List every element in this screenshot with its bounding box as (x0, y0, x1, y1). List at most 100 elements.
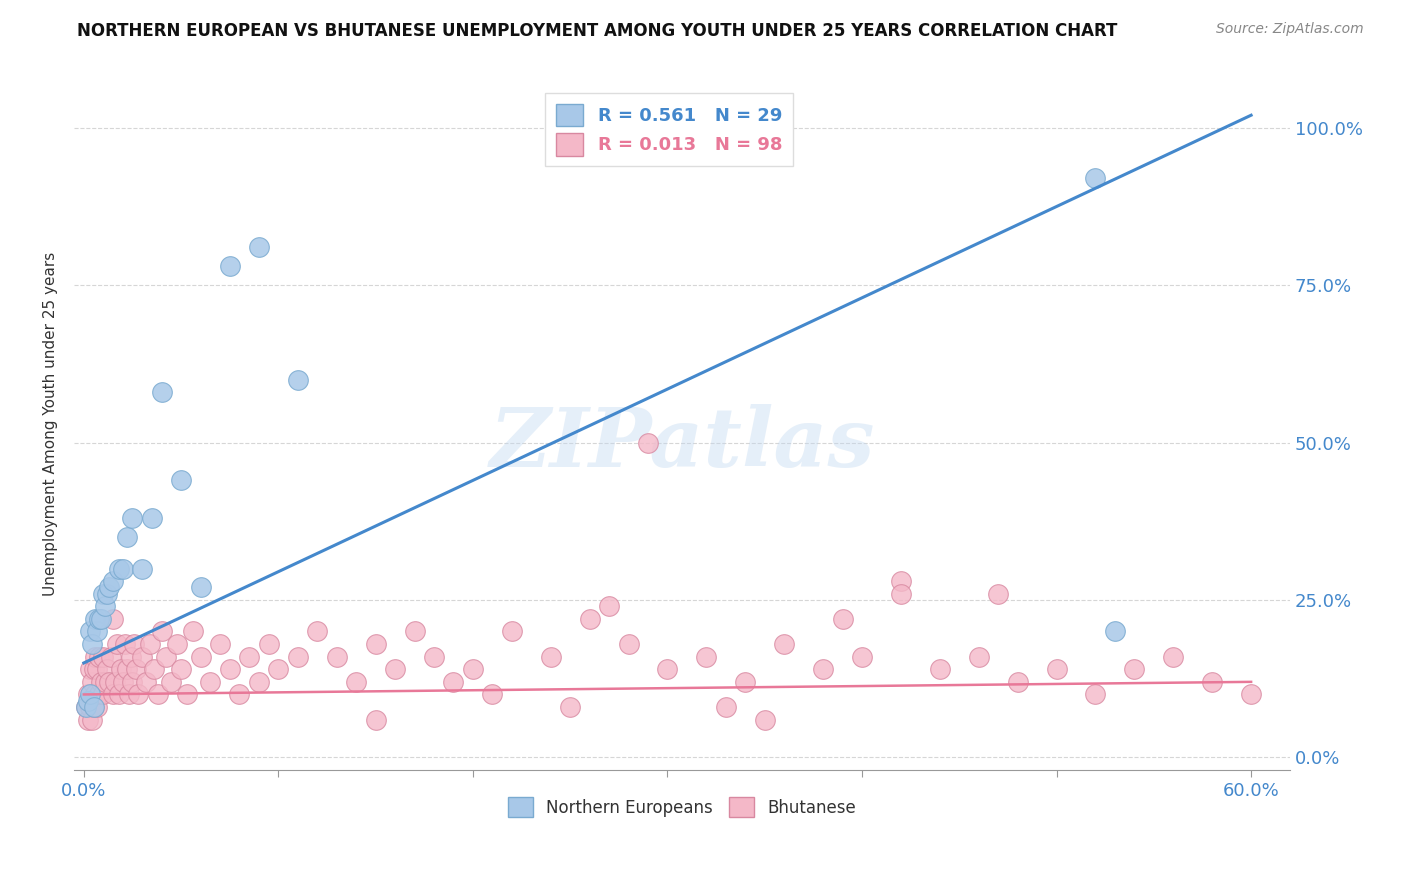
Point (89, 688, 111, 702)
Point (208, 637, 231, 651)
Point (1123, 662, 1146, 676)
Point (811, 662, 834, 676)
Point (94, 674, 117, 689)
Point (89, 649, 111, 664)
Point (84, 688, 107, 702)
Point (1007, 674, 1029, 689)
Point (404, 624, 426, 639)
Point (76, 713, 98, 727)
Point (79, 688, 101, 702)
Point (142, 662, 165, 676)
Point (83, 700, 105, 714)
Point (384, 662, 406, 676)
Point (96, 662, 118, 676)
Point (91, 587, 114, 601)
Point (247, 240, 270, 254)
Point (1161, 649, 1184, 664)
Point (967, 649, 990, 664)
Point (98, 581, 121, 595)
Point (89, 612, 111, 626)
Point (84, 612, 107, 626)
Point (83, 662, 105, 676)
Text: Source: ZipAtlas.com: Source: ZipAtlas.com (1216, 22, 1364, 37)
Point (86, 662, 108, 676)
Point (238, 649, 260, 664)
Point (617, 637, 640, 651)
Point (110, 662, 132, 676)
Point (364, 637, 387, 651)
Point (101, 574, 124, 588)
Point (124, 637, 146, 651)
Point (1084, 688, 1107, 702)
Legend: Northern Europeans, Bhutanese: Northern Europeans, Bhutanese (501, 790, 863, 824)
Point (257, 637, 280, 651)
Point (287, 373, 309, 387)
Text: NORTHERN EUROPEAN VS BHUTANESE UNEMPLOYMENT AMONG YOUTH UNDER 25 YEARS CORRELATI: NORTHERN EUROPEAN VS BHUTANESE UNEMPLOYM… (77, 22, 1118, 40)
Point (190, 581, 212, 595)
Point (200, 674, 222, 689)
Point (80, 674, 103, 689)
Point (1240, 688, 1263, 702)
Point (190, 649, 212, 664)
Point (139, 637, 162, 651)
Point (86, 624, 108, 639)
Point (1045, 662, 1067, 676)
Point (121, 674, 143, 689)
Point (108, 688, 131, 702)
Point (86, 700, 108, 714)
Point (131, 561, 153, 575)
Point (695, 649, 717, 664)
Point (91, 688, 114, 702)
Point (170, 474, 193, 488)
Point (80, 713, 103, 727)
Point (176, 688, 198, 702)
Point (115, 530, 138, 544)
Point (155, 649, 177, 664)
Point (344, 674, 367, 689)
Point (307, 624, 329, 639)
Point (91, 649, 114, 664)
Point (146, 688, 169, 702)
Point (135, 674, 157, 689)
Point (117, 688, 139, 702)
Point (1201, 674, 1223, 689)
Point (890, 574, 912, 588)
Point (111, 561, 134, 575)
Point (79, 700, 101, 714)
Point (754, 713, 776, 727)
Point (90, 674, 112, 689)
Point (76, 688, 98, 702)
Point (461, 662, 484, 676)
Point (75, 700, 97, 714)
Point (131, 649, 153, 664)
Point (228, 688, 250, 702)
Point (218, 662, 240, 676)
Point (141, 511, 163, 525)
Point (104, 674, 127, 689)
Point (125, 662, 148, 676)
Point (181, 624, 204, 639)
Text: ZIPatlas: ZIPatlas (489, 404, 875, 484)
Point (987, 587, 1010, 601)
Point (1084, 171, 1107, 186)
Point (108, 561, 131, 575)
Point (121, 511, 143, 525)
Point (598, 599, 620, 614)
Point (928, 662, 950, 676)
Point (94, 599, 117, 614)
Point (481, 688, 503, 702)
Point (100, 649, 122, 664)
Point (560, 700, 582, 714)
Point (267, 662, 290, 676)
Point (80, 637, 103, 651)
Point (247, 674, 270, 689)
Point (120, 649, 142, 664)
Point (831, 612, 853, 626)
Point (150, 385, 173, 400)
Point (423, 649, 446, 664)
Point (714, 700, 737, 714)
Point (1104, 624, 1126, 639)
Point (364, 713, 387, 727)
Point (98, 674, 121, 689)
Point (578, 612, 600, 626)
